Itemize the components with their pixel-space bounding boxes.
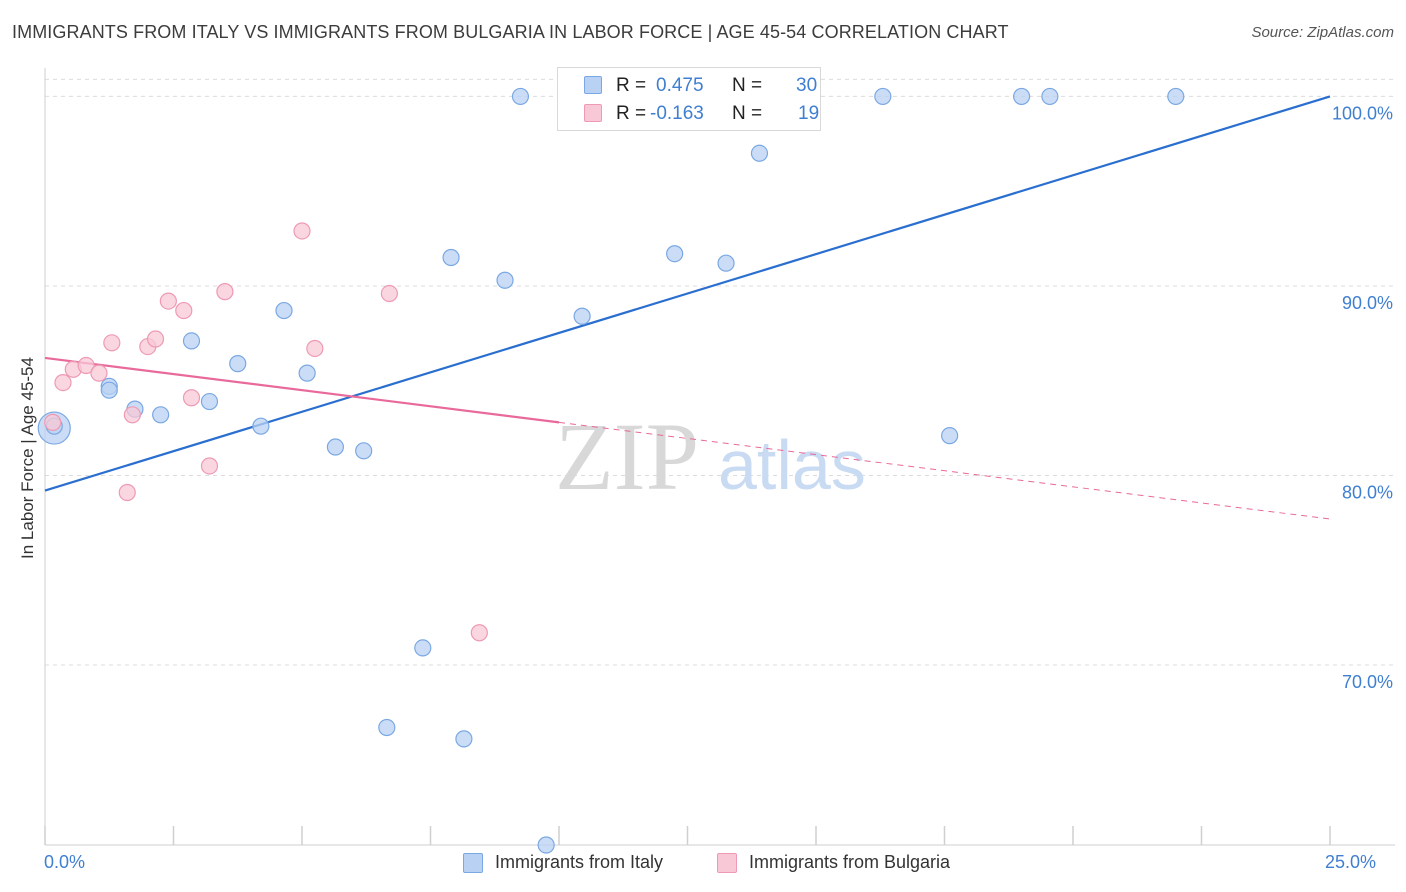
bulgaria-point — [380, 284, 398, 303]
y-tick-label: 70.0% — [1342, 672, 1393, 692]
italy-point — [750, 144, 769, 162]
bulgaria-point — [200, 457, 219, 475]
italy-point — [100, 381, 118, 399]
bulgaria-point — [293, 222, 311, 240]
n-value: 30 — [796, 75, 818, 96]
bulgaria-point — [123, 406, 141, 424]
bulgaria-point — [470, 624, 488, 642]
italy-point — [941, 427, 959, 445]
bulgaria-point — [182, 389, 201, 407]
italy-point — [200, 392, 219, 411]
bulgaria-point — [103, 334, 121, 352]
chart-source: Source: ZipAtlas.com — [1251, 24, 1394, 41]
italy-legend-swatch — [463, 852, 483, 873]
bulgaria-point — [146, 330, 165, 348]
axes — [44, 68, 1395, 846]
x-tick-label-min: 0.0% — [44, 852, 86, 872]
italy-point — [537, 836, 555, 854]
n-label: N = — [732, 103, 763, 124]
r-label: R = — [616, 75, 647, 96]
italy-point — [1041, 87, 1059, 106]
gridlines — [45, 78, 1395, 666]
stats-legend: R = 0.475 N = 30 R = -0.163 N = 19 — [557, 67, 821, 131]
y-axis-label: In Labor Force | Age 45-54 — [18, 357, 37, 559]
italy-point — [326, 438, 345, 456]
italy-point — [414, 639, 432, 657]
bulgaria-point — [216, 283, 234, 301]
r-value: 0.475 — [656, 75, 704, 96]
watermark-atlas: atlas — [718, 426, 866, 504]
italy-point — [573, 307, 591, 325]
italy-point — [229, 355, 247, 373]
bulgaria-point — [54, 373, 72, 392]
y-tick-label: 80.0% — [1342, 482, 1393, 502]
bulgaria-point — [175, 301, 193, 320]
data-points — [37, 87, 1185, 854]
legend-label-bulgaria: Immigrants from Bulgaria — [749, 852, 951, 872]
italy-point — [666, 245, 684, 263]
italy-point — [717, 254, 735, 272]
bulgaria-point — [90, 364, 108, 382]
x-tick-label-max: 25.0% — [1325, 852, 1377, 872]
bulgaria-point — [118, 483, 136, 502]
italy-point — [182, 332, 201, 350]
bulgaria-point — [44, 413, 62, 431]
bulgaria-trend-line — [44, 356, 560, 424]
italy-point — [1012, 87, 1031, 106]
y-tick-label: 90.0% — [1342, 293, 1393, 313]
italy-point — [1167, 87, 1185, 106]
n-label: N = — [732, 75, 763, 96]
n-value: 19 — [798, 103, 820, 124]
bulgaria-trend-extension — [558, 421, 1331, 520]
italy-point — [496, 271, 514, 289]
r-value: -0.163 — [650, 103, 704, 124]
legend-item-italy: Immigrants from Italy — [463, 852, 663, 873]
bulgaria-legend-swatch — [717, 852, 737, 873]
italy-point — [355, 442, 373, 460]
bulgaria-point — [159, 292, 177, 310]
watermark: ZIP atlas — [555, 403, 866, 510]
italy-point — [378, 718, 396, 737]
italy-point — [298, 364, 316, 382]
italy-point — [275, 301, 293, 320]
italy-swatch — [584, 76, 602, 94]
bulgaria-swatch — [584, 104, 602, 122]
italy-point — [252, 417, 270, 435]
italy-point — [152, 406, 170, 424]
chart-title: IMMIGRANTS FROM ITALY VS IMMIGRANTS FROM… — [12, 22, 1009, 42]
watermark-zip: ZIP — [555, 403, 699, 510]
italy-point — [874, 87, 892, 106]
legend-item-bulgaria: Immigrants from Bulgaria — [717, 852, 950, 873]
italy-point — [511, 87, 530, 106]
italy-point — [455, 730, 473, 748]
legend-label-italy: Immigrants from Italy — [495, 852, 664, 872]
bulgaria-point — [77, 356, 95, 375]
y-tick-labels: 70.0% 80.0% 90.0% 100.0% — [1332, 103, 1393, 692]
italy-point — [442, 248, 460, 267]
r-label: R = — [616, 103, 647, 124]
bulgaria-point — [306, 339, 324, 358]
y-tick-label: 100.0% — [1332, 103, 1393, 123]
